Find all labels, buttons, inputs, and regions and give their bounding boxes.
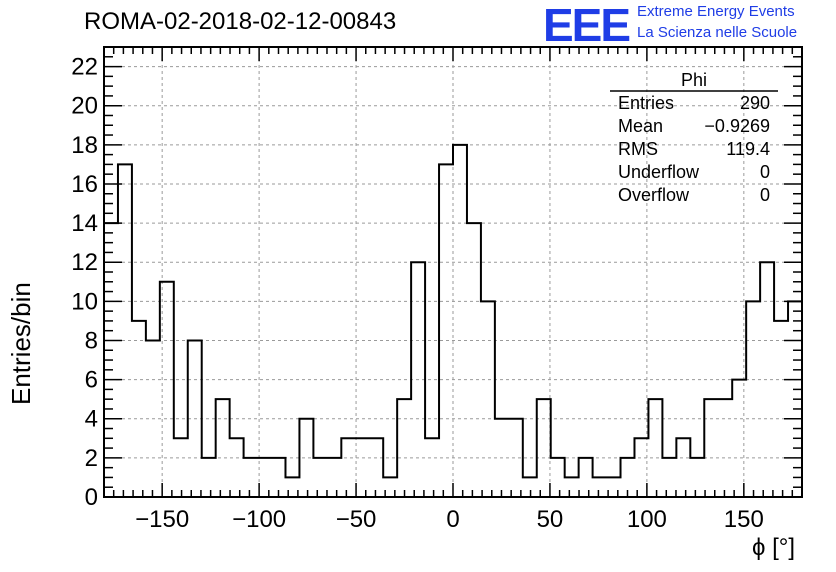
- histogram-bin: [732, 380, 746, 497]
- histogram-bin: [467, 223, 481, 497]
- eee-logo: EEE: [543, 0, 631, 51]
- histogram-bin: [313, 458, 327, 497]
- histogram-bin: [760, 262, 774, 497]
- y-tick-label: 16: [71, 171, 98, 198]
- x-tick-label: 150: [724, 506, 764, 533]
- y-tick-label: 0: [85, 484, 98, 511]
- y-tick-label: 18: [71, 132, 98, 159]
- histogram-bin: [453, 145, 467, 497]
- stat-name-entries: Entries: [618, 93, 675, 113]
- axis-tick-labels: −150 −100 −50 0 50 100 150 0 2 4 6 8 10 12 14 16 18 20 22: [71, 54, 764, 533]
- histogram-bin: [411, 262, 425, 497]
- x-axis-label: ϕ [°]: [752, 534, 796, 561]
- histogram-bin: [146, 340, 160, 497]
- stat-name-overflow: Overflow: [618, 185, 690, 205]
- histogram-bin: [495, 419, 509, 497]
- x-tick-label: −100: [232, 506, 286, 533]
- histogram-bin: [774, 321, 788, 497]
- x-tick-label: 50: [537, 506, 564, 533]
- y-tick-label: 12: [71, 249, 98, 276]
- histogram-bin: [746, 301, 760, 497]
- histogram-bin: [132, 321, 146, 497]
- x-tick-label: −50: [336, 506, 377, 533]
- histogram-bin: [341, 438, 355, 497]
- histogram-bin: [355, 438, 369, 497]
- histogram-bin: [230, 438, 244, 497]
- histogram-bin: [662, 458, 676, 497]
- y-axis-label: Entries/bin: [6, 282, 36, 405]
- histogram-bin: [509, 419, 523, 497]
- stat-value-rms: 119.4: [726, 139, 770, 159]
- stat-value-mean: −0.9269: [704, 116, 770, 136]
- y-tick-label: 6: [85, 367, 98, 394]
- histogram-bin: [718, 399, 732, 497]
- x-tick-label: 0: [446, 506, 459, 533]
- histogram-bin: [188, 340, 202, 497]
- histogram-bin: [704, 399, 718, 497]
- x-tick-label: 100: [627, 506, 667, 533]
- histogram-bin: [299, 419, 313, 497]
- histogram-bin: [481, 301, 495, 497]
- histogram-bin: [174, 438, 188, 497]
- logo-line-1: Extreme Energy Events: [637, 3, 795, 20]
- histogram-bin: [690, 458, 704, 497]
- histogram-bin: [593, 477, 607, 497]
- histogram-bin: [523, 477, 537, 497]
- histogram-bin: [551, 458, 565, 497]
- chart-title: ROMA-02-2018-02-12-00843: [84, 8, 397, 35]
- y-tick-label: 8: [85, 327, 98, 354]
- logo-line-2: La Scienza nelle Scuole: [637, 24, 798, 41]
- stat-name-mean: Mean: [618, 116, 664, 136]
- histogram-bin: [202, 458, 216, 497]
- y-tick-label: 2: [85, 445, 98, 472]
- stat-name-underflow: Underflow: [618, 162, 700, 182]
- histogram-bin: [216, 399, 230, 497]
- axis-ticks: [104, 46, 802, 498]
- histogram-bins: [104, 145, 802, 497]
- y-tick-label: 10: [71, 288, 98, 315]
- histogram-bin: [327, 458, 341, 497]
- histogram-bin: [537, 399, 551, 497]
- histogram-bin: [425, 438, 439, 497]
- stat-name-rms: RMS: [618, 139, 658, 159]
- histogram-bin: [579, 458, 593, 497]
- histogram-bin: [648, 399, 662, 497]
- histogram-bin: [118, 164, 132, 497]
- y-tick-label: 4: [85, 406, 98, 433]
- stat-value-underflow: 0: [759, 162, 770, 182]
- histogram-bin: [160, 282, 174, 497]
- histogram-bin: [244, 458, 258, 497]
- y-tick-label: 22: [71, 54, 98, 81]
- histogram-bin: [439, 164, 453, 497]
- histogram-bin: [397, 399, 411, 497]
- histogram-bin: [565, 477, 579, 497]
- histogram-outline: [103, 143, 803, 497]
- x-tick-label: −150: [135, 506, 189, 533]
- histogram-bin: [369, 438, 383, 497]
- y-tick-label: 20: [71, 93, 98, 120]
- stat-value-overflow: 0: [759, 185, 770, 205]
- histogram-bin: [676, 438, 690, 497]
- y-tick-label: 14: [71, 210, 98, 237]
- stats-box-title: Phi: [680, 70, 707, 90]
- stat-value-entries: 290: [739, 93, 770, 113]
